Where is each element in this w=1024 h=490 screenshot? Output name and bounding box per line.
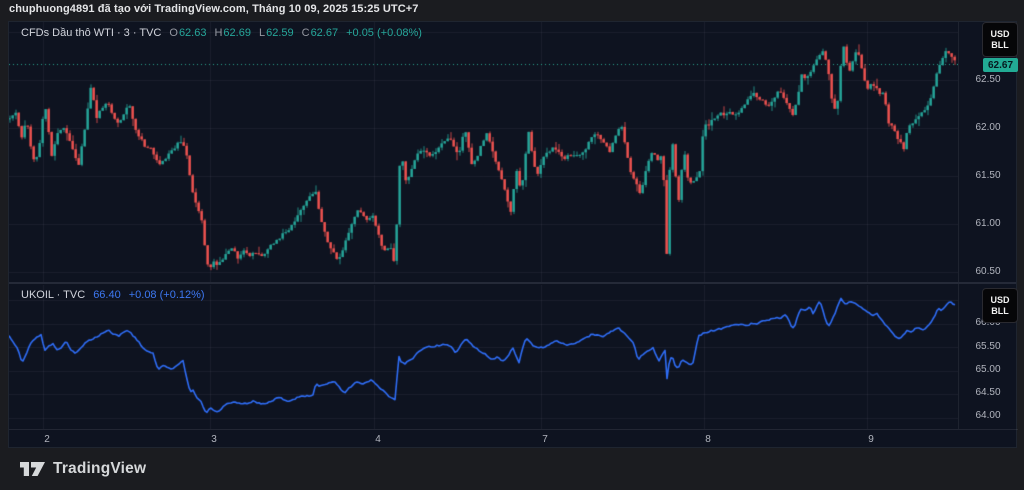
price-axis-label: 61.00 bbox=[975, 218, 1001, 229]
ukoil-legend: UKOIL · TVC 66.40 +0.08 (+0.12%) bbox=[21, 289, 205, 301]
price-axis-label: 62.00 bbox=[975, 122, 1001, 133]
time-axis-label: 2 bbox=[44, 434, 50, 445]
time-axis-label: 7 bbox=[542, 434, 548, 445]
wti-unit-measure: BLL bbox=[991, 39, 1009, 50]
time-axis-label: 8 bbox=[705, 434, 711, 445]
wti-open: O 62.63 bbox=[169, 27, 207, 39]
wti-change: +0.05 (+0.08%) bbox=[346, 27, 422, 39]
tradingview-logo-icon bbox=[20, 462, 45, 476]
pane-divider[interactable] bbox=[9, 282, 1016, 284]
price-axis-label: 61.50 bbox=[975, 170, 1001, 181]
time-axis-label: 4 bbox=[375, 434, 381, 445]
wti-low: L 62.59 bbox=[258, 27, 294, 39]
wti-symbol-title: CFDs Dầu thô WTI · 3 · TVC bbox=[21, 27, 162, 39]
time-axis-label: 3 bbox=[211, 434, 217, 445]
wti-unit-badge: USD BLL bbox=[982, 22, 1018, 57]
price-axis-label: 64.00 bbox=[975, 410, 1001, 421]
ukoil-symbol-title: UKOIL · TVC bbox=[21, 289, 86, 301]
ukoil-unit-currency: USD bbox=[990, 294, 1010, 305]
attribution-text: chuphuong4891 đã tạo với TradingView.com… bbox=[9, 3, 419, 15]
ukoil-change: +0.08 (+0.12%) bbox=[128, 289, 205, 301]
tradingview-logo-link[interactable]: TradingView bbox=[20, 460, 146, 478]
wti-unit-currency: USD bbox=[990, 28, 1010, 39]
time-axis-label: 9 bbox=[868, 434, 874, 445]
tradingview-brand-text: TradingView bbox=[53, 460, 147, 477]
wti-close: C 62.67 bbox=[301, 27, 339, 39]
price-axis-label: 65.50 bbox=[975, 341, 1001, 352]
price-scale-border bbox=[958, 22, 959, 429]
wti-legend: CFDs Dầu thô WTI · 3 · TVC O 62.63 H 62.69… bbox=[21, 27, 422, 39]
chart-widget: CFDs Dầu thô WTI · 3 · TVC O 62.63 H 62.69… bbox=[8, 21, 1018, 449]
ukoil-value: 66.40 bbox=[93, 289, 121, 301]
price-axis-label: 62.50 bbox=[975, 74, 1001, 85]
wti-last-price-tag: 62.67 bbox=[983, 58, 1018, 72]
time-scale[interactable] bbox=[9, 429, 1018, 449]
price-axis-label: 60.50 bbox=[975, 266, 1001, 277]
ukoil-line-pane[interactable] bbox=[9, 285, 958, 429]
price-axis-label: 65.00 bbox=[975, 364, 1001, 375]
wti-high: H 62.69 bbox=[214, 27, 251, 39]
price-axis-label: 64.50 bbox=[975, 387, 1001, 398]
ukoil-unit-badge: USD BLL bbox=[982, 288, 1018, 323]
footer-bar: TradingView bbox=[0, 448, 1024, 490]
wti-candlestick-pane[interactable] bbox=[9, 22, 958, 282]
ukoil-unit-measure: BLL bbox=[991, 305, 1009, 316]
